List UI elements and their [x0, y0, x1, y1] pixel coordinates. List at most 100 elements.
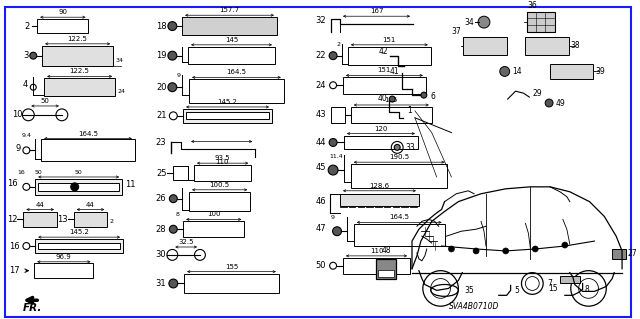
Circle shape [449, 246, 454, 252]
Bar [41, 139, 135, 161]
Text: 48: 48 [381, 246, 391, 255]
Circle shape [394, 145, 400, 150]
Bar [189, 79, 284, 103]
Text: 34: 34 [115, 58, 123, 63]
Bar [340, 194, 419, 205]
Text: 122.5: 122.5 [70, 68, 90, 74]
Text: 26: 26 [156, 194, 166, 203]
Bar [38, 183, 119, 191]
Text: 190.5: 190.5 [389, 154, 409, 160]
Text: 44: 44 [316, 138, 326, 147]
Text: 145: 145 [385, 97, 398, 103]
Text: 36: 36 [527, 1, 537, 10]
Text: 31: 31 [156, 279, 166, 288]
Bar [182, 17, 277, 35]
Circle shape [30, 52, 36, 59]
Bar [194, 165, 252, 181]
Text: 41: 41 [390, 67, 399, 76]
Bar [189, 192, 250, 211]
Text: 20: 20 [156, 83, 166, 92]
Bar [44, 78, 115, 96]
Text: 120: 120 [374, 126, 388, 132]
Text: 24: 24 [117, 89, 125, 94]
Bar [188, 47, 275, 64]
Text: 145.2: 145.2 [218, 99, 237, 105]
Text: 35: 35 [464, 286, 474, 295]
Text: 28: 28 [156, 225, 166, 234]
Bar [184, 274, 279, 293]
Text: 13: 13 [57, 215, 68, 224]
Text: 155: 155 [225, 264, 238, 270]
Text: 164.5: 164.5 [389, 214, 409, 220]
Bar [183, 221, 244, 237]
Bar [35, 239, 123, 253]
Circle shape [328, 165, 338, 175]
Circle shape [421, 92, 427, 98]
Text: 46: 46 [316, 197, 326, 206]
Text: 42: 42 [379, 47, 388, 56]
Text: 8: 8 [175, 212, 179, 218]
Text: 8: 8 [584, 285, 589, 294]
Text: 3: 3 [23, 51, 28, 60]
Text: 93.5: 93.5 [215, 155, 230, 161]
Text: 32.5: 32.5 [179, 239, 194, 245]
Bar [42, 46, 113, 65]
Text: 167: 167 [370, 8, 383, 14]
Circle shape [170, 195, 177, 203]
Bar [550, 63, 593, 79]
Text: 128.6: 128.6 [369, 183, 390, 189]
Text: 9: 9 [331, 215, 335, 220]
Text: 44: 44 [86, 202, 95, 208]
Text: 44: 44 [36, 202, 45, 208]
Text: 100.5: 100.5 [210, 182, 230, 188]
Bar [35, 263, 93, 278]
Text: 33: 33 [405, 143, 415, 152]
Text: 40: 40 [378, 93, 387, 103]
Circle shape [170, 225, 177, 233]
Circle shape [389, 96, 396, 102]
Text: 11: 11 [125, 180, 136, 189]
Circle shape [333, 227, 342, 236]
Text: 30: 30 [156, 250, 166, 259]
Bar [525, 37, 569, 55]
Text: 24: 24 [316, 81, 326, 90]
Bar [351, 107, 432, 123]
Text: 29: 29 [532, 89, 542, 98]
Bar [378, 270, 394, 277]
Text: 9: 9 [176, 73, 180, 78]
Text: 96.9: 96.9 [56, 254, 72, 260]
Bar [74, 212, 108, 227]
Bar [527, 12, 555, 32]
Circle shape [545, 99, 553, 107]
Circle shape [329, 138, 337, 146]
Text: 16: 16 [17, 170, 25, 175]
Text: 50: 50 [316, 261, 326, 270]
Text: 90: 90 [58, 9, 67, 15]
Text: 2: 2 [336, 42, 340, 47]
Text: 16: 16 [7, 179, 17, 189]
Text: 50: 50 [75, 170, 83, 175]
Circle shape [562, 242, 568, 248]
Text: 21: 21 [156, 111, 166, 120]
Text: 15: 15 [548, 285, 558, 293]
Text: 50: 50 [41, 98, 49, 104]
Text: 22: 22 [316, 51, 326, 60]
Circle shape [168, 22, 177, 31]
Text: 43: 43 [316, 110, 326, 119]
Bar [376, 259, 396, 278]
Text: 1: 1 [407, 107, 412, 115]
Text: SVA4B0710D: SVA4B0710D [449, 302, 499, 311]
Text: 25: 25 [156, 168, 166, 178]
Bar [344, 136, 418, 149]
Bar [343, 258, 410, 274]
Bar [38, 242, 120, 249]
Bar [24, 212, 57, 227]
Text: 164.5: 164.5 [78, 130, 98, 137]
Circle shape [503, 248, 509, 254]
Text: 11.4: 11.4 [329, 154, 343, 159]
Circle shape [329, 52, 337, 60]
Text: 14: 14 [513, 67, 522, 76]
Bar [186, 112, 269, 119]
Bar [173, 166, 188, 180]
Text: 157.7: 157.7 [220, 7, 239, 13]
